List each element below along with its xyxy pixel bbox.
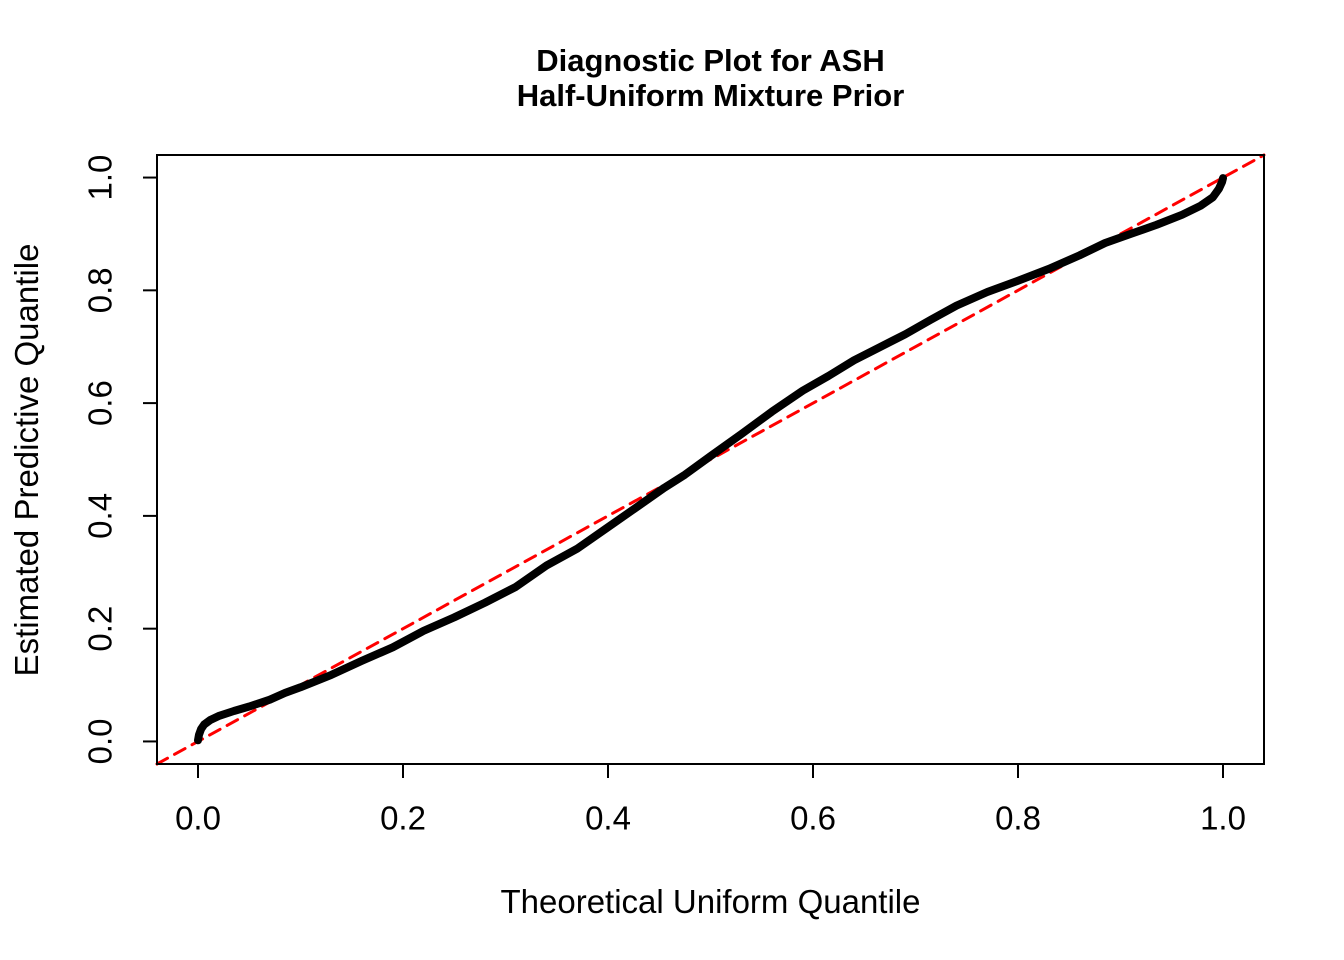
x-tick-label: 0.0 [175, 800, 221, 837]
estimated-vs-theoretical-quantiles [194, 174, 1227, 745]
y-tick-label: 0.8 [82, 267, 119, 313]
x-tick-label: 0.2 [380, 800, 426, 837]
x-tick-label: 0.4 [585, 800, 631, 837]
y-tick-label: 1.0 [82, 155, 119, 201]
plot-title-line2: Half-Uniform Mixture Prior [516, 78, 905, 113]
y-axis-title: Estimated Predictive Quantile [8, 243, 45, 677]
plot-box [156, 154, 1265, 765]
y-tick-label: 0.2 [82, 606, 119, 652]
y-tick-label: 0.0 [82, 719, 119, 765]
x-tick-label: 0.6 [790, 800, 836, 837]
plot-title-line1: Diagnostic Plot for ASH [536, 43, 885, 78]
y-tick-label: 0.4 [82, 493, 119, 539]
x-tick-label: 0.8 [995, 800, 1041, 837]
y-tick-label: 0.6 [82, 380, 119, 426]
x-tick-label: 1.0 [1200, 800, 1246, 837]
plot-title: Diagnostic Plot for ASH Half-Uniform Mix… [157, 43, 1264, 113]
x-axis-title: Theoretical Uniform Quantile [500, 883, 921, 920]
